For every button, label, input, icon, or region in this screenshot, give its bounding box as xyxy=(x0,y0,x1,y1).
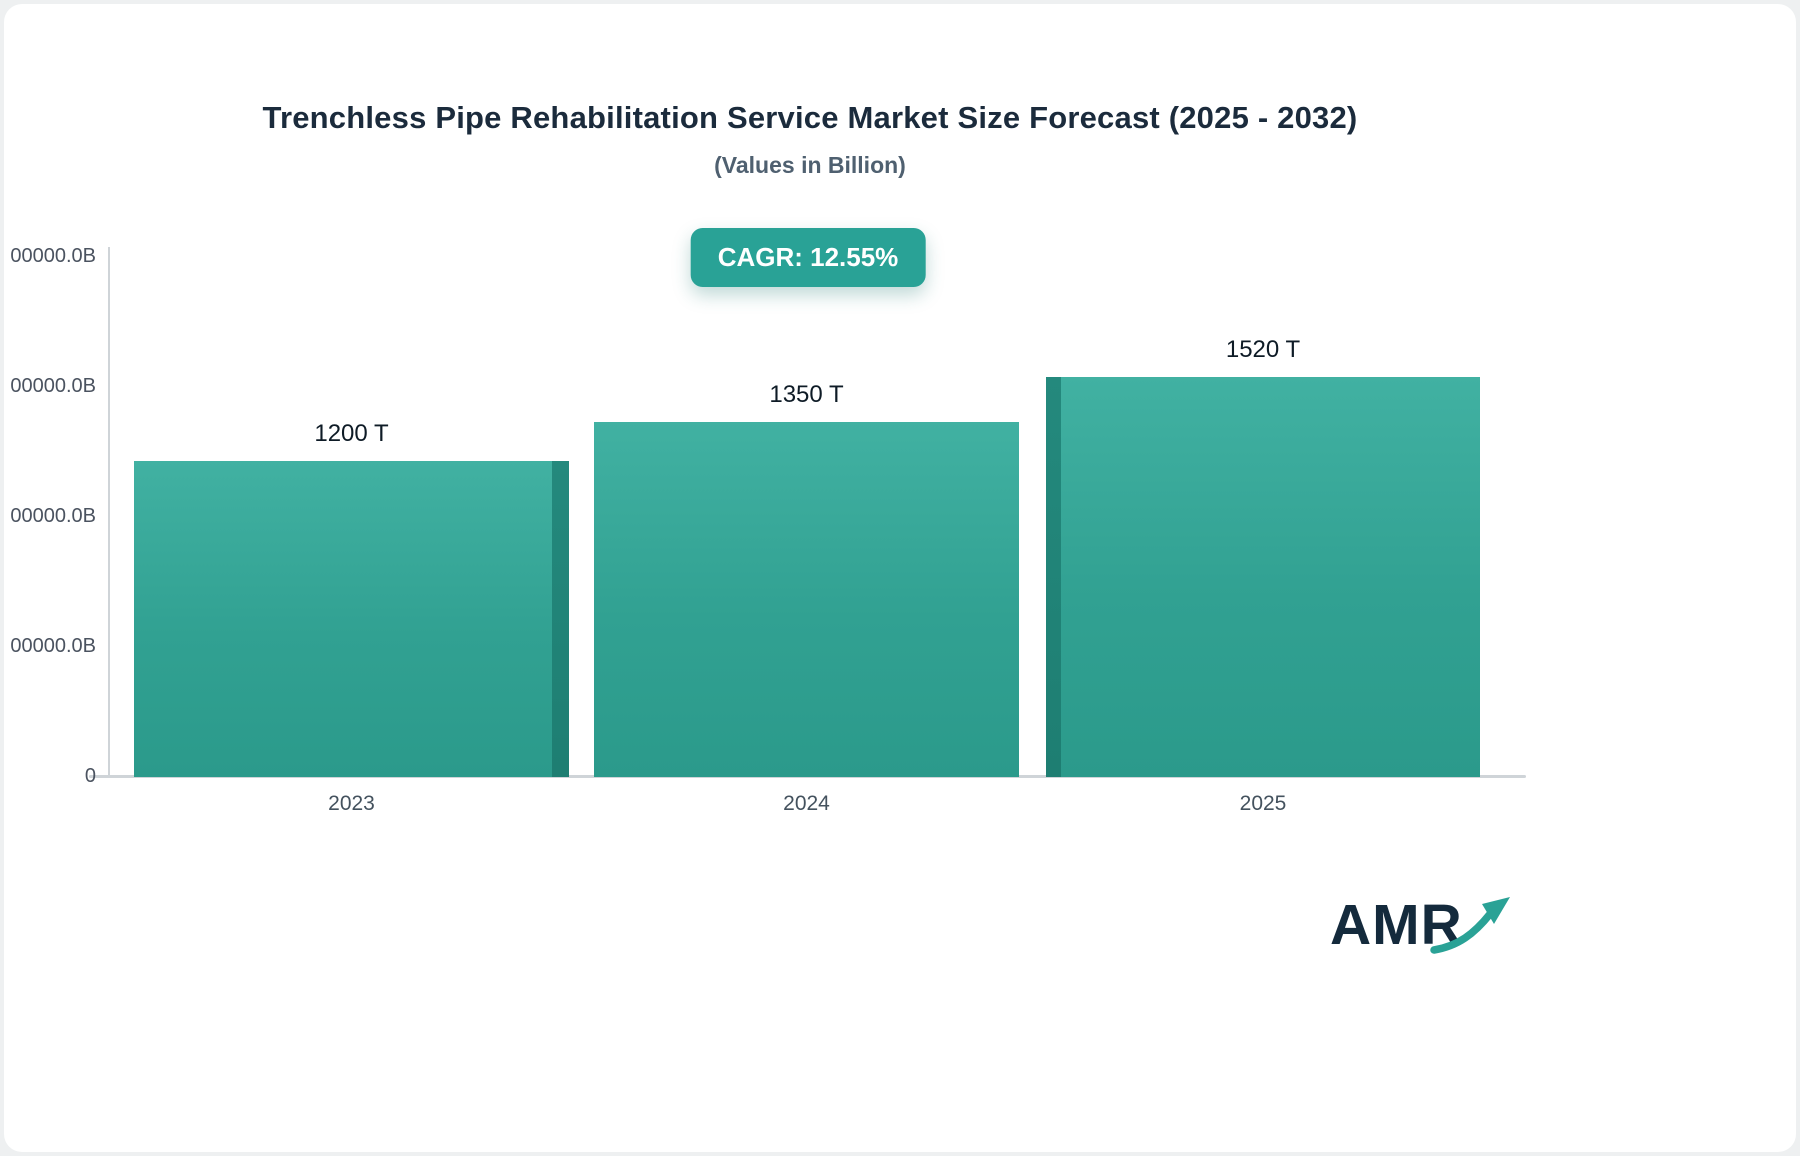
bar-group-2023: 1200 T xyxy=(134,257,569,777)
bar-2024 xyxy=(594,422,1019,777)
x-axis-label: 2025 xyxy=(1239,792,1287,815)
chart-title: Trenchless Pipe Rehabilitation Service M… xyxy=(262,100,1358,135)
bar-value-label: 1520 T xyxy=(1225,336,1301,363)
chart-subtitle: (Values in Billion) xyxy=(714,152,906,178)
x-axis-label: 2023 xyxy=(328,792,375,815)
y-axis-tick-label: 00000.0B xyxy=(10,245,96,267)
cagr-badge: CAGR: 12.55% xyxy=(690,228,926,287)
amr-logo: AMR xyxy=(1330,892,1510,968)
logo-arrow-icon xyxy=(1430,897,1510,954)
bar-2025 xyxy=(1046,377,1480,777)
y-axis-tick-label: 00000.0B xyxy=(10,635,96,657)
y-axis-tick-label: 00000.0B xyxy=(10,505,96,527)
y-axis-line xyxy=(108,247,110,777)
y-axis-tick-label: 0 xyxy=(84,765,96,787)
x-axis-labels: 2023 2024 2025 xyxy=(109,792,1524,832)
plot-area: 1200 T 1350 T 1520 T xyxy=(109,257,1524,777)
bar-value-label: 1350 T xyxy=(769,381,844,408)
y-axis-tick-label: 00000.0B xyxy=(10,375,96,397)
bar-2023 xyxy=(134,461,569,777)
chart-card: Trenchless Pipe Rehabilitation Service M… xyxy=(4,4,1796,1152)
x-axis-label: 2024 xyxy=(783,792,830,815)
bar-value-label: 1200 T xyxy=(314,420,389,447)
bars-container: 1200 T 1350 T 1520 T xyxy=(109,257,1524,777)
cagr-badge-label: CAGR: 12.55% xyxy=(717,242,899,272)
bar-group-2024: 1350 T xyxy=(594,257,1019,777)
bar-group-2025: 1520 T xyxy=(1046,257,1480,777)
